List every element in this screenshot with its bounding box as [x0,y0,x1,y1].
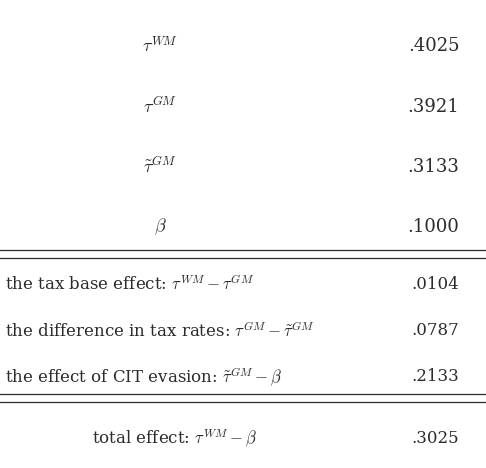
Text: $\tau^{GM}$: $\tau^{GM}$ [143,97,177,117]
Text: $\tau^{WM}$: $\tau^{WM}$ [142,36,178,56]
Text: .2133: .2133 [412,368,459,385]
Text: .4025: .4025 [408,37,459,55]
Text: .1000: .1000 [407,218,459,235]
Text: .3133: .3133 [407,158,459,176]
Text: .3921: .3921 [408,98,459,116]
Text: .3025: .3025 [412,431,459,447]
Text: total effect: $\tau^{WM} - \beta$: total effect: $\tau^{WM} - \beta$ [92,428,258,450]
Text: $\beta$: $\beta$ [154,216,167,237]
Text: .0104: .0104 [412,276,459,292]
Text: $\tilde{\tau}^{GM}$: $\tilde{\tau}^{GM}$ [143,157,177,176]
Text: the difference in tax rates: $\tau^{GM} - \tilde{\tau}^{GM}$: the difference in tax rates: $\tau^{GM} … [5,321,315,341]
Text: the tax base effect: $\tau^{WM} - \tau^{GM}$: the tax base effect: $\tau^{WM} - \tau^{… [5,274,254,294]
Text: the effect of CIT evasion: $\tilde{\tau}^{GM} - \beta$: the effect of CIT evasion: $\tilde{\tau}… [5,365,282,388]
Text: .0787: .0787 [412,322,459,339]
